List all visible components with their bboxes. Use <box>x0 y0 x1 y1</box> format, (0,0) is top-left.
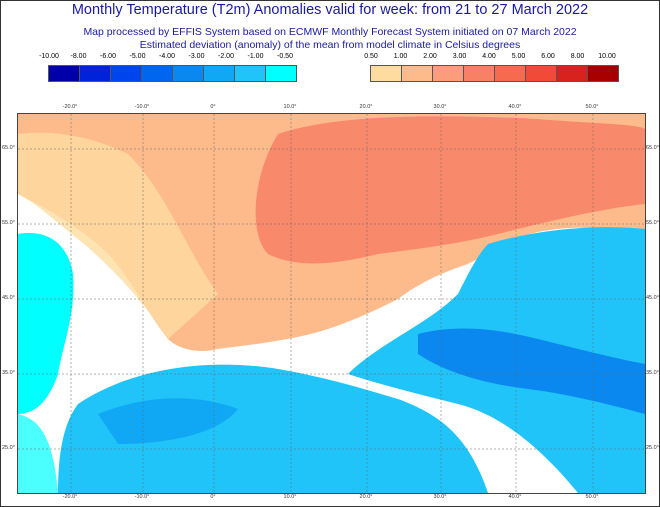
lon-tick-bottom: 30.0° <box>433 494 447 500</box>
warm-legend-label: 1.00 <box>393 53 408 60</box>
lat-tick-left: 45.0° <box>2 295 15 301</box>
lon-tick-top: 30.0° <box>433 104 447 110</box>
cold-legend-label: -6.00 <box>100 53 116 60</box>
cold-legend-swatch <box>234 65 266 82</box>
warm-legend-swatch <box>370 65 402 82</box>
lon-tick-bottom: 40.0° <box>508 494 522 500</box>
cold-legend-swatch <box>172 65 204 82</box>
lat-tick-left: 35.0° <box>2 370 15 376</box>
graticule <box>18 114 645 493</box>
lat-tick-right: 45.0° <box>646 295 659 301</box>
cold-anomaly-atlantic <box>18 233 74 414</box>
cold-anomaly-sw <box>18 414 58 493</box>
lat-tick-right: 25.0° <box>646 445 659 451</box>
lon-tick-top: 20.0° <box>359 104 373 110</box>
cold-legend-swatch <box>79 65 111 82</box>
lon-tick-bottom: 0° <box>210 494 216 500</box>
anomaly-map <box>17 113 646 494</box>
cold-legend-label: -3.00 <box>188 53 205 60</box>
lon-tick-bottom: 20.0° <box>359 494 373 500</box>
cold-legend-swatch <box>265 65 297 82</box>
cold-core-south <box>98 398 238 444</box>
lon-tick-bottom: -10.0° <box>134 494 150 500</box>
warm-legend-swatch <box>401 65 433 82</box>
lon-tick-top: 40.0° <box>508 104 522 110</box>
lon-tick-top: -20.0° <box>62 104 78 110</box>
warm-legend-swatch <box>494 65 526 82</box>
lon-tick-top: -10.0° <box>134 104 150 110</box>
warm-legend-label: 10.00 <box>598 53 616 60</box>
cold-legend-swatch <box>141 65 173 82</box>
cold-legend-label: -0.50 <box>277 53 293 60</box>
cold-legend-label: -4.00 <box>159 53 175 60</box>
lat-tick-left: 25.0° <box>2 445 15 451</box>
warm-legend-swatch <box>587 65 619 82</box>
lon-tick-bottom: -20.0° <box>62 494 78 500</box>
warm-legend-label: 5.00 <box>511 53 526 60</box>
warm-legend-label: 4.00 <box>482 53 496 60</box>
warm-legend-label: 8.00 <box>570 53 585 60</box>
lat-tick-right: 35.0° <box>646 370 659 376</box>
cold-legend-swatch <box>48 65 80 82</box>
cold-core-east <box>418 328 645 414</box>
cold-legend-label: -2.00 <box>218 53 234 60</box>
lon-tick-top: 0° <box>210 104 216 110</box>
lon-tick-top: 50.0° <box>585 104 599 110</box>
map-title: Monthly Temperature (T2m) Anomalies vali… <box>71 2 589 18</box>
warm-legend-label: 6.00 <box>541 53 555 60</box>
light-warm-band <box>18 132 218 339</box>
warm-legend-swatch <box>525 65 557 82</box>
warm-legend-swatch <box>432 65 464 82</box>
cold-legend-label: -5.00 <box>129 53 146 60</box>
warm-legend-swatch <box>556 65 588 82</box>
cold-legend-label: -10.00 <box>39 53 59 60</box>
lat-tick-right: 55.0° <box>646 220 659 226</box>
lon-tick-bottom: 50.0° <box>585 494 599 500</box>
warm-core-region <box>255 116 645 264</box>
warm-legend-label: 2.00 <box>423 53 437 60</box>
lat-tick-right: 65.0° <box>646 145 659 151</box>
lon-tick-top: 10.0° <box>283 104 297 110</box>
cold-anomaly-south <box>58 364 488 493</box>
lat-tick-left: 65.0° <box>2 145 15 151</box>
map-description: Estimated deviation (anomaly) of the mea… <box>139 39 521 51</box>
warm-legend <box>370 65 619 82</box>
warm-legend-label: 0.50 <box>364 53 378 60</box>
cold-legend <box>48 65 297 82</box>
lon-tick-bottom: 10.0° <box>283 494 297 500</box>
cold-legend-label: -1.00 <box>247 53 264 60</box>
cold-legend-swatch <box>203 65 235 82</box>
cold-legend-swatch <box>110 65 142 82</box>
warm-legend-swatch <box>463 65 495 82</box>
map-subtitle: Map processed by EFFIS System based on E… <box>83 26 577 38</box>
warm-legend-label: 3.00 <box>452 53 467 60</box>
lat-tick-left: 55.0° <box>2 220 15 226</box>
cold-legend-label: -8.00 <box>70 53 87 60</box>
